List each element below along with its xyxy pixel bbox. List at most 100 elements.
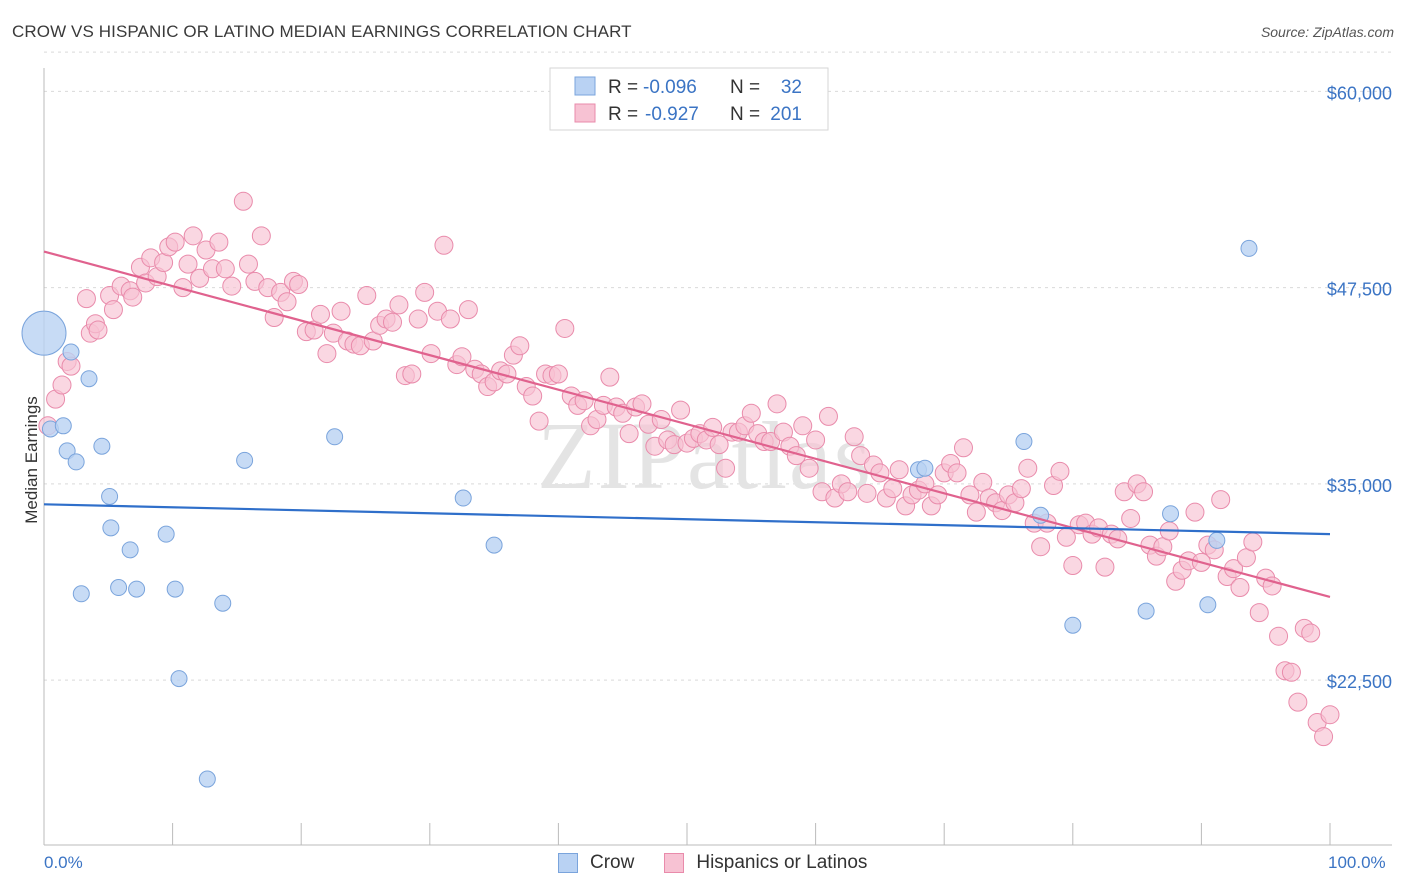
hispanic-point [76, 289, 96, 309]
hispanic-point [103, 300, 123, 320]
hispanic-point [716, 458, 736, 478]
crow-point [1208, 531, 1226, 549]
hispanic-point [233, 191, 253, 211]
crow-point [157, 525, 175, 543]
hispanic-point [1063, 556, 1083, 576]
hispanic-point [806, 430, 826, 450]
hispanic-point [1211, 490, 1231, 510]
bottom-legend-item-hispanic: Hispanics or Latinos [664, 852, 867, 874]
crow-point [170, 670, 188, 688]
legend-n-value: 32 [781, 77, 802, 98]
hispanic-point [209, 232, 229, 252]
bottom-legend-label: Crow [590, 852, 635, 873]
hispanic-point [838, 482, 858, 502]
crow-point [1199, 596, 1217, 614]
crow-point [21, 310, 67, 356]
hispanic-point [857, 483, 877, 503]
hispanic-point [52, 375, 72, 395]
hispanic-point [173, 278, 193, 298]
hispanic-point [1018, 458, 1038, 478]
hispanic-point [458, 300, 478, 320]
crow-point [93, 437, 111, 455]
crow-point [236, 451, 254, 469]
hispanic-point [510, 336, 530, 356]
x-tick-label-min: 0.0% [44, 853, 83, 872]
hispanic-trend-line [43, 250, 1331, 599]
crow-point [110, 579, 128, 597]
hispanic-point [389, 295, 409, 315]
hispanic-point [357, 286, 377, 305]
crow-point [1064, 616, 1082, 634]
legend-n-label: N = [730, 104, 760, 125]
hispanic-point [88, 320, 108, 340]
crow-trend-line [43, 503, 1331, 536]
crow-point [121, 541, 139, 559]
hispanic-point [1314, 727, 1334, 747]
crow-series-points [21, 239, 1258, 788]
bottom-legend: Crow Hispanics or Latinos [558, 852, 897, 874]
hispanic-point [1230, 578, 1250, 598]
hispanic-point [1011, 479, 1031, 499]
hispanic-point [844, 427, 864, 447]
bottom-legend-swatch-hispanic [664, 853, 685, 873]
crow-point [485, 536, 503, 554]
hispanic-point [402, 364, 422, 384]
hispanic-point [928, 485, 948, 505]
legend-swatch-crow [574, 76, 596, 96]
hispanic-point [709, 435, 729, 455]
bottom-legend-swatch-crow [558, 853, 578, 873]
axes [43, 68, 1392, 846]
grid-lines [44, 51, 1392, 681]
hispanic-point [123, 287, 143, 307]
crow-point [67, 453, 85, 471]
legend-n-value: 201 [770, 104, 802, 125]
hispanic-point [1281, 662, 1301, 682]
legend-r-label: R = [608, 104, 638, 125]
hispanic-point [251, 226, 271, 246]
crow-point [214, 594, 232, 612]
hispanic-point [767, 394, 787, 414]
hispanic-point [889, 460, 909, 480]
legend-n-label: N = [730, 77, 760, 98]
legend-r-value: -0.927 [645, 104, 699, 125]
hispanic-point [953, 438, 973, 458]
hispanic-point [1050, 461, 1070, 481]
crow-point [1162, 505, 1180, 523]
bottom-legend-label: Hispanics or Latinos [696, 852, 868, 873]
hispanic-point [383, 312, 403, 332]
hispanic-point [555, 318, 575, 338]
hispanic-point [434, 235, 454, 255]
trend-lines [43, 250, 1331, 599]
hispanic-point [741, 403, 761, 423]
chart-title: CROW VS HISPANIC OR LATINO MEDIAN EARNIN… [12, 22, 632, 41]
hispanic-point [1243, 532, 1263, 552]
hispanic-point [222, 276, 242, 296]
source-label: Source: ZipAtlas.com [1260, 24, 1394, 40]
crow-point [72, 585, 90, 603]
y-tick-label: $35,000 [1327, 476, 1392, 496]
hispanic-point [440, 309, 460, 329]
bottom-legend-item-crow: Crow [558, 852, 634, 874]
legend-r-label: R = [608, 77, 638, 98]
hispanic-point [408, 309, 428, 329]
crow-point [326, 428, 344, 446]
x-tick-label-max: 100.0% [1328, 853, 1386, 872]
hispanic-point [190, 268, 210, 288]
hispanic-point [851, 446, 871, 466]
hispanic-point [1095, 557, 1115, 577]
crow-point [58, 442, 76, 460]
crow-point [198, 770, 216, 788]
y-tick-label: $22,500 [1327, 672, 1392, 692]
hispanic-point [600, 367, 620, 387]
hispanic-point [818, 406, 838, 426]
hispanic-point [1262, 576, 1282, 596]
hispanic-point [1288, 692, 1308, 712]
hispanic-point [183, 226, 203, 246]
hispanic-point [238, 254, 258, 274]
crow-point [166, 580, 184, 598]
hispanic-point [799, 458, 819, 478]
crow-point [1015, 433, 1033, 451]
hispanic-point [619, 424, 639, 444]
hispanic-point [1185, 502, 1205, 522]
